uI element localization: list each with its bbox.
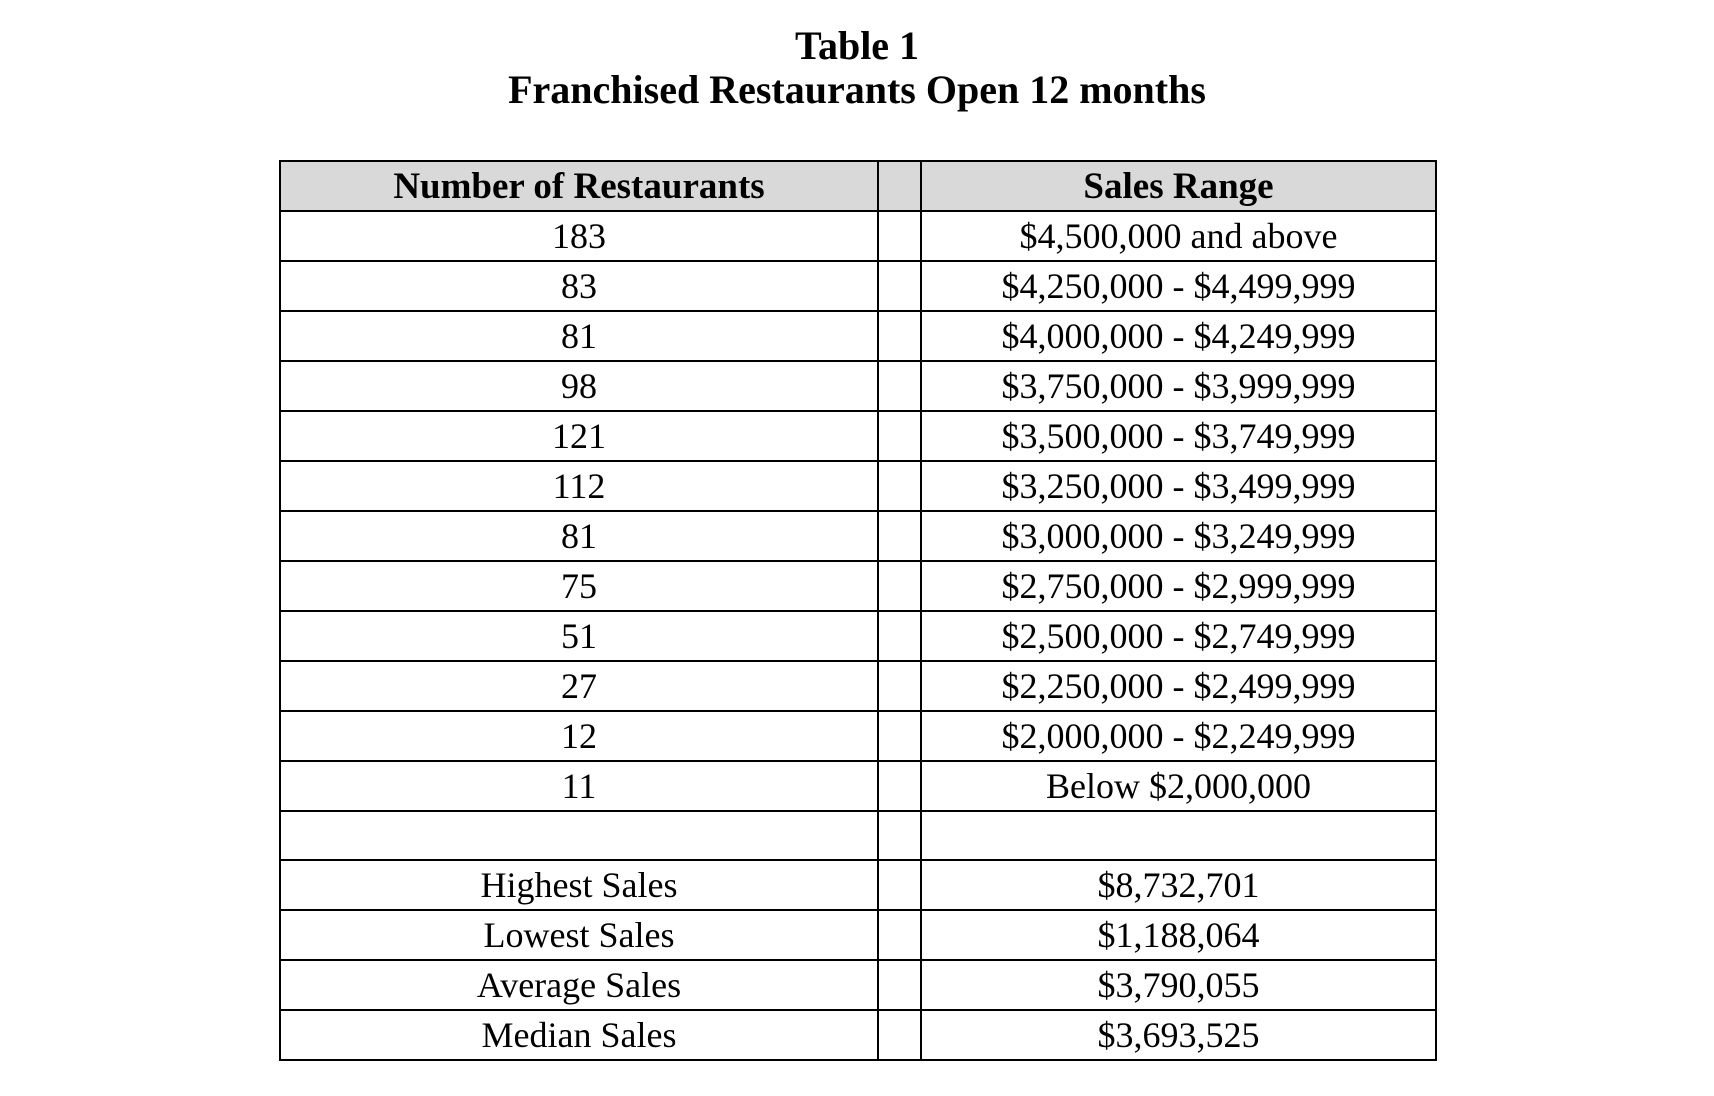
header-spacer-cell: [877, 160, 922, 212]
sales-range-cell: $4,500,000 and above: [920, 210, 1437, 262]
summary-label-cell: Highest Sales: [279, 859, 879, 911]
franchised-restaurants-table: Number of Restaurants Sales Range 183 $4…: [279, 160, 1437, 1061]
table-row: 183 $4,500,000 and above: [279, 210, 1437, 262]
summary-label-cell: Average Sales: [279, 959, 879, 1011]
summary-value-cell: $3,790,055: [920, 959, 1437, 1011]
spacer-cell: [877, 610, 922, 662]
table-title-block: Table 1 Franchised Restaurants Open 12 m…: [0, 24, 1714, 112]
empty-separator-row: [279, 810, 1437, 861]
table-row: 81 $3,000,000 - $3,249,999: [279, 510, 1437, 562]
spacer-cell: [877, 810, 922, 861]
empty-cell: [279, 810, 879, 861]
spacer-cell: [877, 210, 922, 262]
table-row: 75 $2,750,000 - $2,999,999: [279, 560, 1437, 612]
table-row: 11 Below $2,000,000: [279, 760, 1437, 812]
table-row: 51 $2,500,000 - $2,749,999: [279, 610, 1437, 662]
summary-row: Average Sales $3,790,055: [279, 959, 1437, 1011]
table-title: Table 1: [794, 23, 920, 68]
spacer-cell: [877, 1009, 922, 1061]
sales-range-cell: $2,250,000 - $2,499,999: [920, 660, 1437, 712]
spacer-cell: [877, 710, 922, 762]
restaurant-count-cell: 98: [279, 360, 879, 412]
spacer-cell: [877, 360, 922, 412]
table-row: 81 $4,000,000 - $4,249,999: [279, 310, 1437, 362]
spacer-cell: [877, 260, 922, 312]
spacer-cell: [877, 859, 922, 911]
table-row: 98 $3,750,000 - $3,999,999: [279, 360, 1437, 412]
restaurant-count-cell: 81: [279, 510, 879, 562]
table-row: 27 $2,250,000 - $2,499,999: [279, 660, 1437, 712]
summary-row: Highest Sales $8,732,701: [279, 859, 1437, 911]
header-sales-range: Sales Range: [920, 160, 1437, 212]
sales-range-cell: $3,750,000 - $3,999,999: [920, 360, 1437, 412]
summary-value-cell: $3,693,525: [920, 1009, 1437, 1061]
restaurant-count-cell: 121: [279, 410, 879, 462]
restaurant-count-cell: 11: [279, 760, 879, 812]
table-row: 112 $3,250,000 - $3,499,999: [279, 460, 1437, 512]
sales-range-cell: $4,000,000 - $4,249,999: [920, 310, 1437, 362]
sales-range-cell: $3,500,000 - $3,749,999: [920, 410, 1437, 462]
restaurant-count-cell: 12: [279, 710, 879, 762]
sales-range-cell: $2,000,000 - $2,249,999: [920, 710, 1437, 762]
restaurant-count-cell: 83: [279, 260, 879, 312]
sales-range-cell: $2,750,000 - $2,999,999: [920, 560, 1437, 612]
spacer-cell: [877, 560, 922, 612]
spacer-cell: [877, 760, 922, 812]
spacer-cell: [877, 410, 922, 462]
restaurant-count-cell: 27: [279, 660, 879, 712]
empty-cell: [920, 810, 1437, 861]
sales-range-cell: Below $2,000,000: [920, 760, 1437, 812]
summary-label-cell: Lowest Sales: [279, 909, 879, 961]
restaurant-count-cell: 75: [279, 560, 879, 612]
spacer-cell: [877, 510, 922, 562]
restaurant-count-cell: 81: [279, 310, 879, 362]
sales-range-cell: $4,250,000 - $4,499,999: [920, 260, 1437, 312]
spacer-cell: [877, 460, 922, 512]
restaurant-count-cell: 183: [279, 210, 879, 262]
spacer-cell: [877, 959, 922, 1011]
restaurant-count-cell: 112: [279, 460, 879, 512]
table-row: 83 $4,250,000 - $4,499,999: [279, 260, 1437, 312]
summary-row: Median Sales $3,693,525: [279, 1009, 1437, 1061]
restaurant-count-cell: 51: [279, 610, 879, 662]
summary-value-cell: $8,732,701: [920, 859, 1437, 911]
spacer-cell: [877, 909, 922, 961]
sales-range-cell: $3,250,000 - $3,499,999: [920, 460, 1437, 512]
spacer-cell: [877, 310, 922, 362]
sales-range-cell: $3,000,000 - $3,249,999: [920, 510, 1437, 562]
spacer-cell: [877, 660, 922, 712]
header-row: Number of Restaurants Sales Range: [279, 160, 1437, 212]
sales-range-cell: $2,500,000 - $2,749,999: [920, 610, 1437, 662]
table-subtitle: Franchised Restaurants Open 12 months: [508, 67, 1206, 112]
table-row: 12 $2,000,000 - $2,249,999: [279, 710, 1437, 762]
summary-value-cell: $1,188,064: [920, 909, 1437, 961]
table-row: 121 $3,500,000 - $3,749,999: [279, 410, 1437, 462]
summary-row: Lowest Sales $1,188,064: [279, 909, 1437, 961]
summary-label-cell: Median Sales: [279, 1009, 879, 1061]
header-number-of-restaurants: Number of Restaurants: [279, 160, 879, 212]
